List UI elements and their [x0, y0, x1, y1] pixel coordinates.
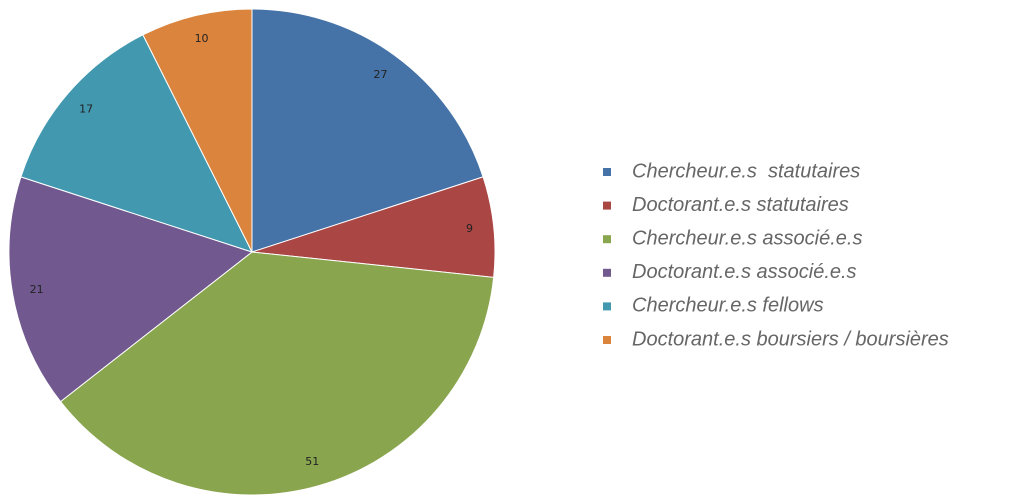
legend-label: Doctorant.e.s boursiers / boursières [632, 328, 949, 350]
legend-label: Doctorant.e.s statutaires [632, 194, 849, 216]
legend-label: Chercheur.e.s fellows [632, 295, 824, 317]
legend-label: Doctorant.e.s associé.e.s [632, 261, 857, 283]
pie-slice [142, 8, 253, 253]
pie-slice [251, 8, 484, 253]
legend-label: Chercheur.e.s statutaires [632, 160, 860, 182]
data-label: 17 [79, 102, 93, 115]
legend-marker [603, 336, 611, 344]
pie-slice [8, 176, 254, 403]
legend-marker [603, 235, 611, 244]
legend-marker [603, 201, 611, 210]
data-label: 51 [305, 455, 319, 468]
legend-label: Chercheur.e.s associé.e.s [632, 227, 862, 249]
legend-marker [603, 268, 611, 277]
data-label: 10 [195, 32, 209, 45]
pie-slice [20, 34, 253, 253]
legend-marker [603, 302, 611, 311]
data-label: 9 [466, 222, 473, 235]
pie-slice [59, 251, 495, 495]
legend-marker [603, 168, 611, 176]
data-label: 27 [374, 68, 388, 81]
data-label: 21 [30, 283, 44, 296]
